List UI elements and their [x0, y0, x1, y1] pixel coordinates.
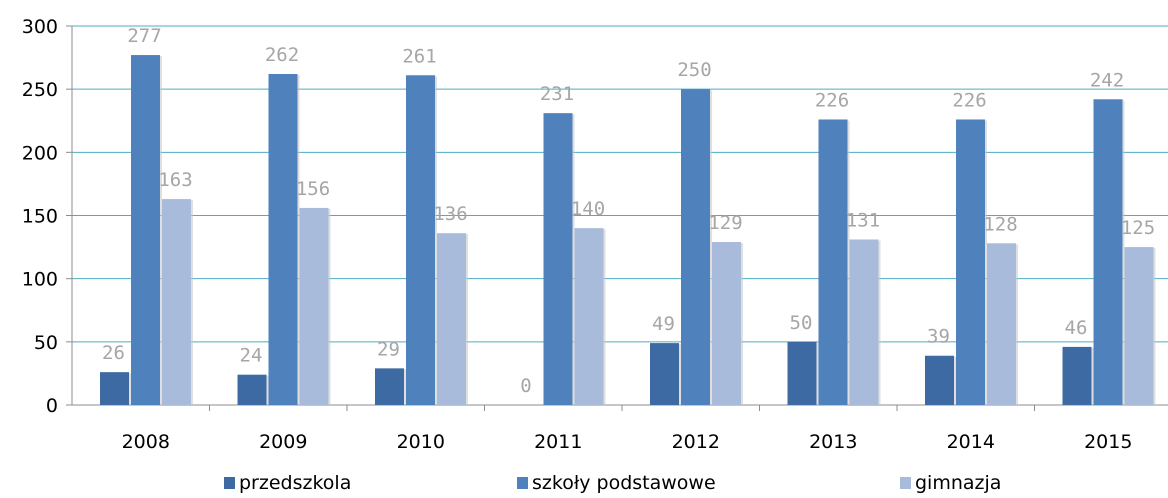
bar	[650, 343, 679, 405]
y-tick-label: 50	[34, 332, 58, 354]
x-tick-label: 2008	[122, 431, 170, 453]
bar	[1124, 247, 1154, 405]
y-tick-label: 300	[22, 16, 58, 38]
bar	[956, 119, 985, 405]
bar	[987, 243, 1016, 405]
legend-label: gimnazja	[915, 472, 1001, 494]
data-label: 226	[952, 89, 986, 111]
bar	[299, 207, 329, 405]
data-label: 226	[815, 89, 849, 111]
data-label: 131	[846, 210, 880, 232]
data-label: 261	[402, 45, 436, 67]
data-label: 29	[377, 338, 400, 360]
x-tick-label: 2014	[947, 431, 995, 453]
bar	[1062, 346, 1092, 405]
bar	[849, 239, 879, 405]
x-tick-label: 2010	[397, 431, 445, 453]
bar	[437, 233, 466, 405]
y-tick-label: 150	[22, 206, 58, 228]
legend-swatch	[517, 477, 528, 489]
bar	[818, 119, 848, 405]
x-tick-label: 2012	[672, 431, 720, 453]
x-tick-label: 2013	[809, 431, 857, 453]
x-tick-label: 2011	[534, 431, 582, 453]
x-tick-label: 2015	[1084, 431, 1132, 453]
bar	[406, 75, 435, 406]
data-label: 231	[540, 83, 574, 105]
data-label: 262	[265, 44, 299, 66]
bar	[712, 242, 741, 405]
data-label: 140	[571, 198, 605, 220]
data-label: 250	[677, 59, 711, 81]
bar	[268, 74, 298, 406]
bar	[162, 199, 191, 405]
data-label: 50	[790, 312, 813, 334]
y-tick-label: 200	[22, 142, 58, 164]
data-label: 129	[708, 212, 742, 234]
bar	[681, 89, 710, 406]
legend-label: szkoły podstawowe	[532, 472, 716, 494]
bar	[574, 228, 604, 405]
data-label: 128	[983, 213, 1017, 235]
data-label: 49	[652, 313, 675, 335]
bar	[925, 355, 954, 405]
data-label: 46	[1065, 317, 1088, 339]
bar	[131, 55, 160, 405]
data-label: 163	[158, 169, 192, 191]
y-tick-label: 100	[22, 269, 58, 291]
data-label: 125	[1121, 217, 1155, 239]
bar	[1093, 99, 1123, 406]
y-tick-label: 0	[46, 395, 58, 417]
data-label: 24	[240, 345, 263, 367]
legend-label: przedszkola	[239, 472, 351, 494]
legend-swatch	[224, 477, 235, 489]
data-labels: 26 24 29 0 49 50 39 46 277 262 261 231 250 226 226 242 1…	[102, 25, 1155, 397]
bar	[100, 372, 129, 405]
bar	[375, 368, 404, 405]
data-label: 39	[927, 326, 950, 348]
legend-swatch	[900, 477, 911, 489]
data-label: 26	[102, 342, 125, 364]
x-tick-label: 2009	[259, 431, 307, 453]
bar	[787, 341, 817, 405]
data-label: 0	[520, 375, 531, 397]
data-label: 277	[127, 25, 161, 47]
bar	[237, 374, 267, 405]
data-label: 242	[1090, 69, 1124, 91]
axes: 0 50 100 150 200 250 300 2008 2009 2010 2011 2012 20…	[22, 16, 1168, 453]
y-tick-label: 250	[22, 79, 58, 101]
legend: przedszkola szkoły podstawowe gimnazja	[224, 472, 1001, 494]
data-label: 156	[296, 178, 330, 200]
bar	[543, 113, 573, 406]
data-label: 136	[433, 203, 467, 225]
bars	[100, 55, 1156, 406]
